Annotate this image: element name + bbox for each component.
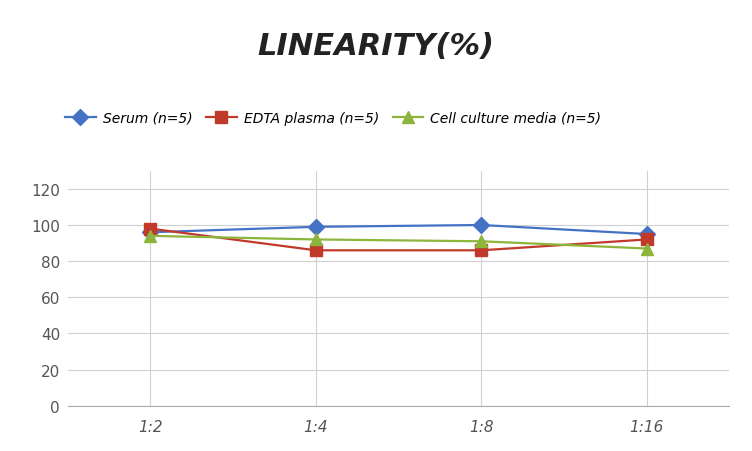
Line: Cell culture media (n=5): Cell culture media (n=5) <box>144 230 653 255</box>
EDTA plasma (n=5) <box>146 226 155 232</box>
Line: Serum (n=5): Serum (n=5) <box>145 220 652 240</box>
EDTA plasma (n=5) <box>477 248 486 253</box>
Serum (n=5) <box>311 225 320 230</box>
Legend: Serum (n=5), EDTA plasma (n=5), Cell culture media (n=5): Serum (n=5), EDTA plasma (n=5), Cell cul… <box>59 106 607 131</box>
Cell culture media (n=5) <box>642 246 651 252</box>
Serum (n=5) <box>146 230 155 235</box>
EDTA plasma (n=5) <box>642 237 651 243</box>
Text: LINEARITY(%): LINEARITY(%) <box>257 32 495 60</box>
EDTA plasma (n=5) <box>311 248 320 253</box>
Cell culture media (n=5) <box>477 239 486 244</box>
Cell culture media (n=5) <box>146 234 155 239</box>
Cell culture media (n=5) <box>311 237 320 243</box>
Serum (n=5) <box>642 232 651 237</box>
Serum (n=5) <box>477 223 486 228</box>
Line: EDTA plasma (n=5): EDTA plasma (n=5) <box>145 224 652 256</box>
